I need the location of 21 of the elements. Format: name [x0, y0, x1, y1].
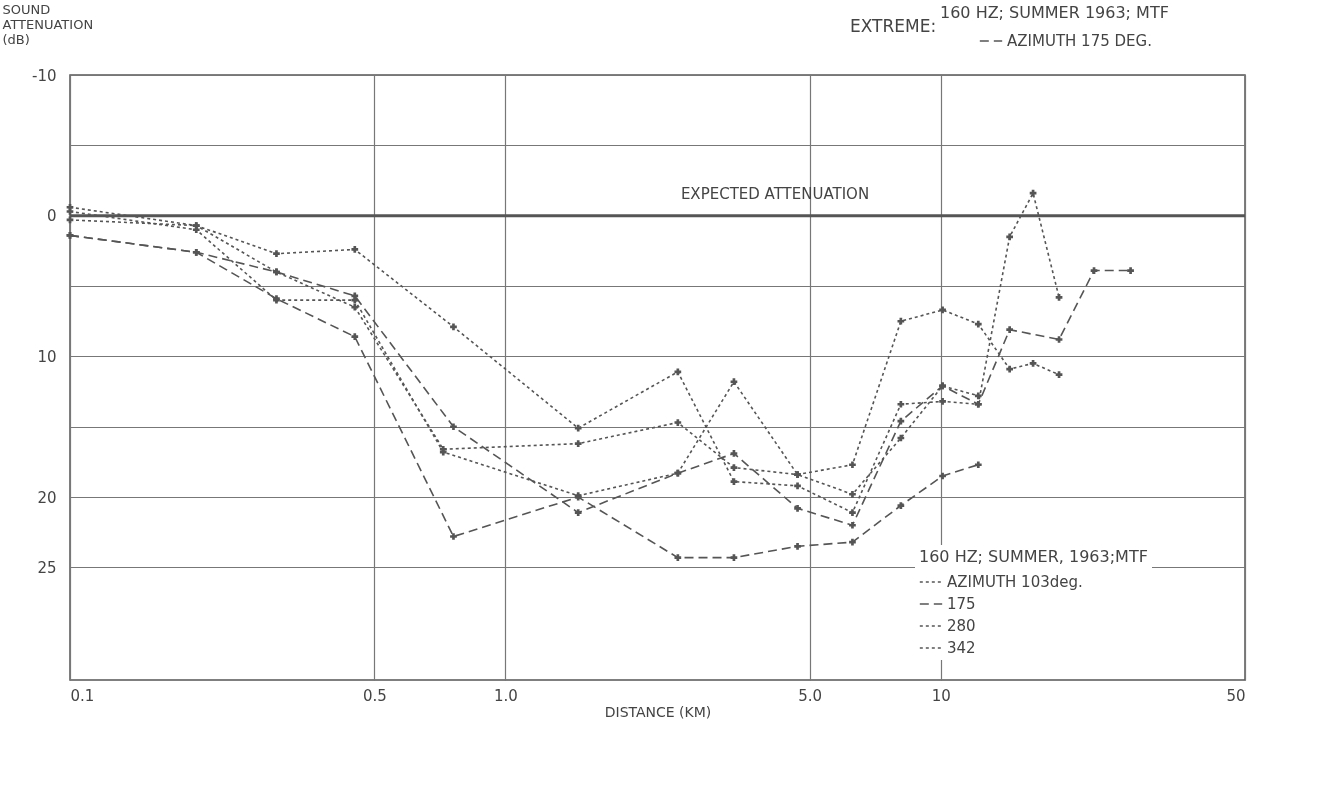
x-tick-label: 0.1 [70, 686, 95, 705]
x-tick-label: 50 [1226, 686, 1246, 705]
x-tick-label: 10 [931, 686, 951, 705]
y-tick-label: -10 [32, 66, 57, 85]
legend-label: AZIMUTH 103deg. [947, 573, 1083, 591]
legend-label: 342 [947, 639, 976, 657]
y-tick-label: 25 [37, 558, 57, 577]
y-tick-label: 10 [37, 347, 57, 366]
legend-label: 175 [947, 595, 976, 613]
text: EXTREME: [850, 16, 937, 36]
y-tick-label: 20 [37, 488, 57, 507]
x-axis-title: DISTANCE (KM) [604, 703, 712, 720]
legend-label: 280 [947, 617, 976, 635]
x-tick-label: 0.5 [362, 686, 387, 705]
x-tick-label: 1.0 [493, 686, 518, 705]
x-tick-label: 5.0 [798, 686, 823, 705]
legend-title: 160 HZ; SUMMER, 1963;MTF [919, 547, 1148, 566]
legend-label: AZIMUTH 175 DEG. [1007, 32, 1152, 50]
y-axis-title: SOUND ATTENUATION (dB) [2, 1, 94, 47]
text: 160 HZ; SUMMER 1963; MTF [940, 3, 1169, 22]
y-tick-label: 0 [46, 207, 57, 226]
